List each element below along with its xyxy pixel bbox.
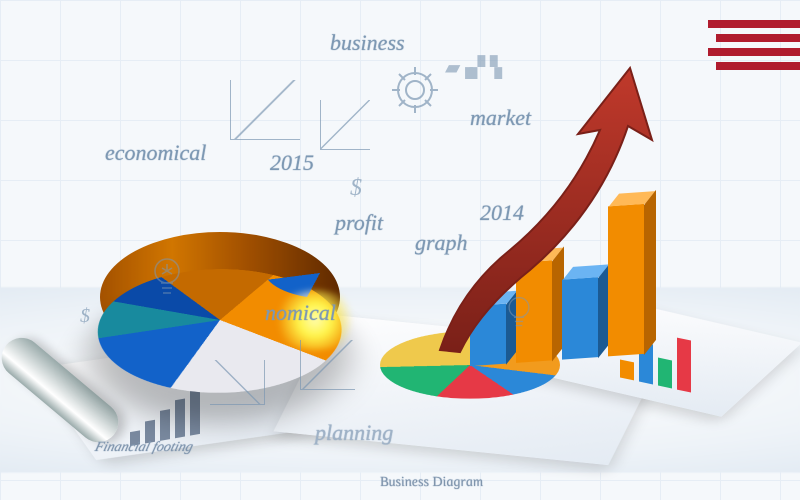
label-2014: 2014 <box>480 200 524 226</box>
label-graph: graph <box>415 230 468 256</box>
dollar-icon: $ <box>350 175 362 202</box>
sketch-chart-icon <box>210 360 265 405</box>
sketch-chart-icon <box>230 80 300 140</box>
mini-bar <box>160 409 170 441</box>
label-2015: 2015 <box>270 150 314 176</box>
dollar-icon: $ <box>80 305 90 328</box>
world-map-icon: ▰▗▞▝▖ <box>445 55 507 80</box>
label-footing: Financial footing <box>93 440 195 456</box>
lightbulb-icon <box>505 290 533 338</box>
label-economical: economical <box>105 140 206 166</box>
label-nomical: nomical <box>265 300 336 326</box>
sketch-chart-icon <box>320 100 370 150</box>
label-planning: planning <box>315 420 393 446</box>
sketch-chart-icon <box>300 340 355 390</box>
corner-flag <box>708 20 800 70</box>
lightbulb-icon <box>150 255 184 303</box>
label-market: market <box>470 105 531 131</box>
label-profit: profit <box>335 210 383 236</box>
mini-bar <box>175 398 185 438</box>
flag-bar <box>708 20 800 28</box>
label-business: business <box>330 30 405 56</box>
stage: ▰▗▞▝▖ $ $ business market economical 201… <box>0 0 800 500</box>
mini-bar <box>620 359 634 380</box>
flag-bar <box>716 62 800 70</box>
mini-bar <box>658 358 672 389</box>
label-business-diagram: Business Diagram <box>379 475 485 491</box>
gear-icon <box>390 65 440 115</box>
flag-bar <box>716 34 800 42</box>
flag-bar <box>708 48 800 56</box>
growth-arrow-icon <box>420 60 680 360</box>
